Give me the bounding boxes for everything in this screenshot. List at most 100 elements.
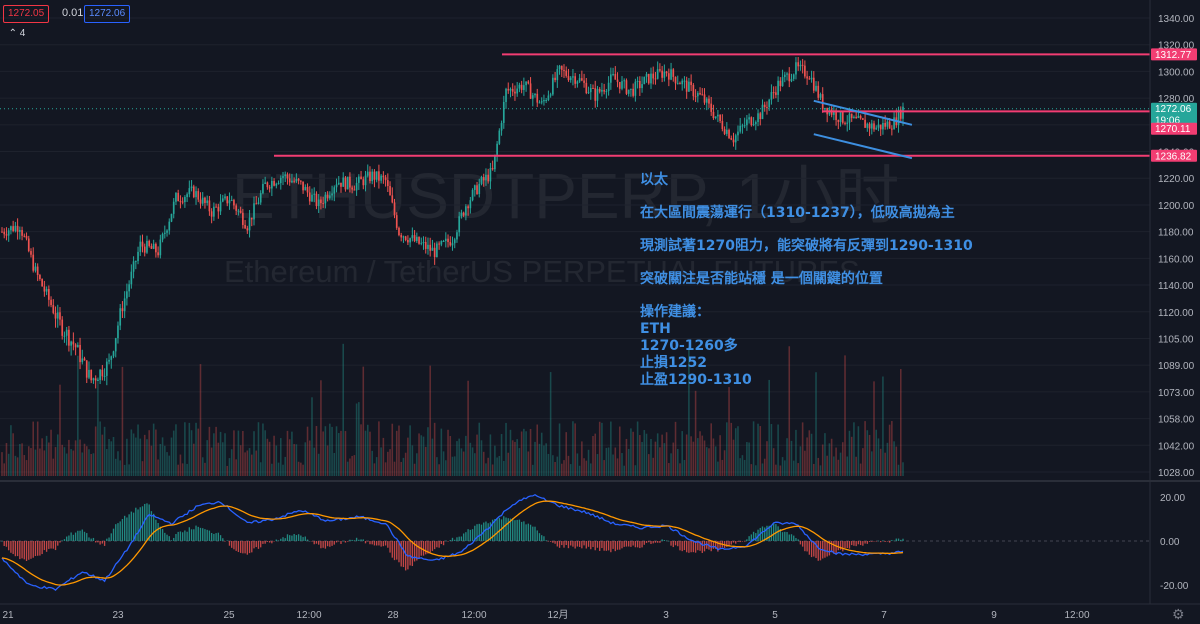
macd-histogram-bar xyxy=(594,541,596,551)
candle-body xyxy=(897,109,900,126)
macd-histogram-bar xyxy=(636,541,639,548)
candle-body xyxy=(819,94,822,98)
candle-body xyxy=(438,243,440,245)
volume-bar xyxy=(719,435,721,476)
candle-body xyxy=(190,186,193,189)
macd-histogram-bar xyxy=(784,531,786,541)
volume-bar xyxy=(748,442,750,476)
macd-histogram-bar xyxy=(302,537,304,541)
price-label-box[interactable] xyxy=(1151,122,1197,135)
candle-body xyxy=(63,335,66,337)
volume-bar xyxy=(833,456,835,476)
candle-body xyxy=(815,85,817,91)
volume-bar xyxy=(810,433,813,476)
indicator-collapse-button[interactable]: ⌃ 4 xyxy=(4,27,30,41)
macd-histogram-bar xyxy=(411,541,414,567)
macd-histogram-bar xyxy=(897,538,900,541)
candle-body xyxy=(224,196,226,199)
candle-body xyxy=(65,329,68,336)
macd-histogram-bar xyxy=(86,533,88,541)
macd-histogram-bar xyxy=(190,529,193,541)
volume-bar xyxy=(371,450,373,476)
channel-lower-line[interactable] xyxy=(813,133,913,160)
candle-body xyxy=(400,235,403,238)
macd-histogram-bar xyxy=(83,531,86,541)
macd-histogram-bar xyxy=(440,541,443,545)
time-axis-tick: 23 xyxy=(112,610,124,621)
volume-bar xyxy=(235,459,237,476)
macd-histogram-bar xyxy=(389,541,391,553)
macd-histogram-bar xyxy=(677,541,679,547)
macd-histogram-bar xyxy=(326,541,329,547)
candle-body xyxy=(143,246,146,253)
candle-body xyxy=(204,197,206,203)
candle-body xyxy=(297,178,300,181)
volume-bar xyxy=(659,447,661,476)
volume-bar xyxy=(74,440,77,476)
candle-body xyxy=(433,247,436,258)
price-axis-tick: 1320.00 xyxy=(1158,41,1195,52)
volume-bar xyxy=(618,426,621,476)
candle-body xyxy=(893,117,895,130)
candle-body xyxy=(462,212,465,216)
volume-bar xyxy=(41,438,43,476)
candle-body xyxy=(467,206,469,209)
candle-body xyxy=(766,107,768,109)
candle-body xyxy=(476,185,478,195)
macd-histogram-bar xyxy=(703,541,706,552)
volume-bar xyxy=(25,460,28,476)
volume-bar xyxy=(21,443,23,476)
volume-bar xyxy=(491,464,494,476)
macd-histogram-bar xyxy=(480,524,483,541)
candle-body xyxy=(728,129,730,139)
macd-histogram-bar xyxy=(152,513,155,541)
candle-body xyxy=(369,171,371,182)
macd-histogram-bar xyxy=(750,534,753,541)
volume-bar xyxy=(647,454,650,476)
price-label-box[interactable] xyxy=(1151,149,1197,162)
time-axis-tick: 9 xyxy=(991,610,997,621)
macd-histogram-bar xyxy=(877,540,880,542)
volume-bar xyxy=(32,421,35,476)
volume-bar xyxy=(155,429,157,476)
macd-histogram-bar xyxy=(70,532,72,541)
candle-body xyxy=(523,85,525,90)
macd-histogram-bar xyxy=(648,541,650,543)
settings-gear-icon[interactable]: ⚙ xyxy=(1172,606,1185,622)
macd-histogram-bar xyxy=(159,526,162,541)
macd-histogram-bar xyxy=(360,539,362,541)
volume-bar xyxy=(322,431,324,476)
price-label-box[interactable] xyxy=(1151,102,1197,127)
macd-histogram-bar xyxy=(57,541,59,546)
candle-body xyxy=(625,80,628,94)
candle-body xyxy=(605,91,608,93)
volume-bar xyxy=(7,453,10,476)
candle-body xyxy=(812,77,815,91)
macd-histogram-bar xyxy=(532,526,534,541)
macd-histogram-bar xyxy=(170,540,173,541)
macd-histogram-bar xyxy=(41,541,43,555)
price-axis-tick: 1028.00 xyxy=(1158,468,1195,479)
volume-bar xyxy=(462,451,465,476)
candle-body xyxy=(556,69,559,81)
candle-body xyxy=(589,87,592,93)
ask-price-box[interactable]: 1272.06 xyxy=(84,5,131,23)
bid-price-box[interactable]: 1272.05 xyxy=(3,5,50,23)
price-label-box[interactable] xyxy=(1151,48,1197,61)
candle-body xyxy=(179,201,182,203)
macd-histogram-bar xyxy=(436,541,438,548)
candle-body xyxy=(215,206,217,208)
macd-histogram-bar xyxy=(804,541,806,552)
macd-histogram-bar xyxy=(94,541,97,543)
candle-body xyxy=(719,114,721,121)
channel-upper-line[interactable] xyxy=(813,99,913,126)
macd-histogram-bar xyxy=(674,541,677,546)
volume-bar xyxy=(239,445,242,476)
volume-bar xyxy=(772,448,775,476)
volume-bar xyxy=(770,424,773,476)
volume-bar xyxy=(5,443,8,476)
candle-body xyxy=(592,87,594,89)
volume-bar xyxy=(117,451,119,476)
